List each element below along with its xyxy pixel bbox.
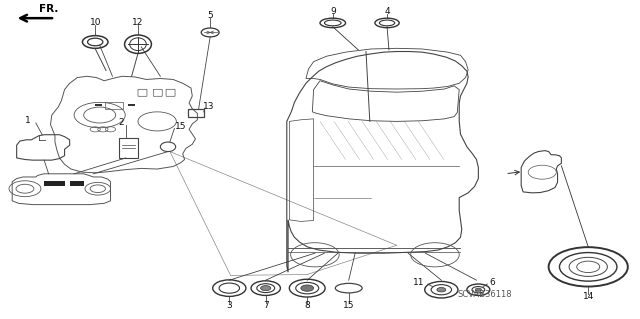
Bar [95,104,102,106]
Text: 2: 2 [118,118,124,128]
Text: 4: 4 [384,7,390,16]
Bar [44,181,65,187]
Text: 11: 11 [413,278,424,287]
Text: FR.: FR. [39,4,58,14]
Text: 3: 3 [227,301,232,310]
Circle shape [301,285,314,291]
Text: 1: 1 [25,116,30,125]
Text: 7: 7 [263,301,269,310]
Text: 5: 5 [207,11,213,20]
Text: 6: 6 [490,278,495,287]
Text: 9: 9 [330,7,335,16]
Text: 14: 14 [582,292,594,301]
Bar [70,181,84,187]
Circle shape [437,287,446,292]
Text: 15: 15 [343,301,355,310]
Text: 8: 8 [305,301,310,310]
Text: 10: 10 [90,18,101,27]
Text: SCVAB36118: SCVAB36118 [458,290,512,299]
Bar [129,104,135,106]
Circle shape [475,288,481,291]
Text: 12: 12 [132,18,144,27]
Text: 13: 13 [202,102,214,111]
Text: 15: 15 [175,122,186,131]
Circle shape [260,286,271,291]
